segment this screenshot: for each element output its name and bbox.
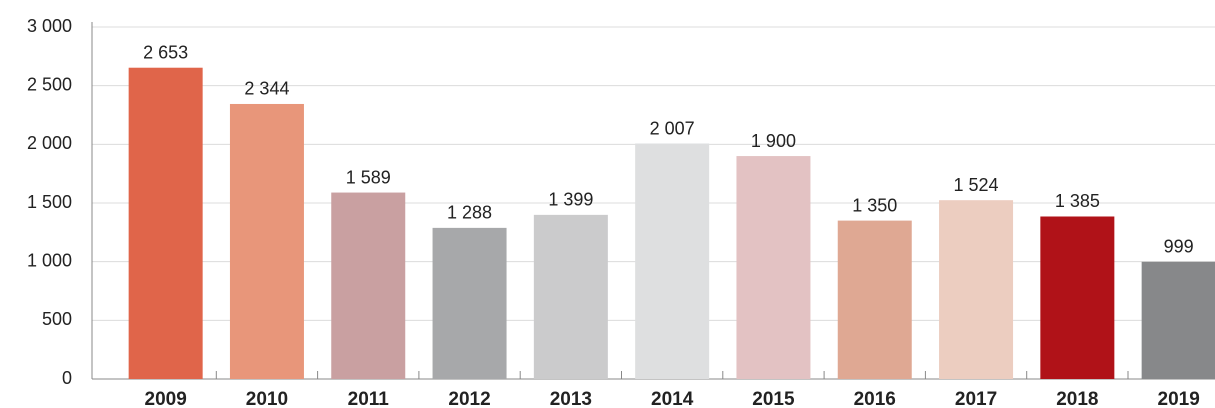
bar bbox=[331, 192, 406, 379]
x-tick-label: 2014 bbox=[651, 389, 694, 408]
bar bbox=[939, 200, 1014, 379]
value-label: 1 524 bbox=[954, 175, 999, 195]
y-tick-label: 0 bbox=[62, 368, 72, 388]
bar bbox=[1040, 216, 1115, 379]
x-tick-label: 2015 bbox=[752, 389, 795, 408]
bar bbox=[837, 220, 912, 379]
y-tick-label: 2 500 bbox=[27, 74, 72, 94]
x-tick-label: 2017 bbox=[955, 389, 997, 408]
y-tick-label: 2 000 bbox=[27, 133, 72, 153]
y-tick-label: 1 000 bbox=[27, 250, 72, 270]
bar bbox=[229, 103, 304, 379]
value-label: 999 bbox=[1164, 237, 1194, 257]
value-label: 1 350 bbox=[852, 195, 897, 215]
y-tick-label: 3 000 bbox=[27, 16, 72, 36]
x-tick-label: 2013 bbox=[550, 389, 592, 408]
bar bbox=[128, 67, 203, 380]
value-label: 1 288 bbox=[447, 203, 492, 223]
value-label: 1 399 bbox=[548, 190, 593, 210]
value-label: 1 900 bbox=[751, 131, 796, 151]
value-label: 2 344 bbox=[244, 79, 289, 99]
value-label: 1 385 bbox=[1055, 191, 1100, 211]
x-tick-label: 2019 bbox=[1158, 389, 1200, 408]
y-tick-label: 1 500 bbox=[27, 192, 72, 212]
value-label: 1 589 bbox=[346, 167, 391, 187]
x-tick-label: 2009 bbox=[145, 389, 187, 408]
y-tick-label: 500 bbox=[42, 309, 72, 329]
x-tick-label: 2016 bbox=[854, 389, 896, 408]
value-label: 2 007 bbox=[650, 118, 695, 138]
bar bbox=[736, 156, 811, 379]
bar bbox=[533, 214, 608, 379]
x-tick-label: 2010 bbox=[246, 389, 288, 408]
x-tick-label: 2018 bbox=[1056, 389, 1098, 408]
value-label: 2 653 bbox=[143, 42, 188, 62]
x-tick-label: 2012 bbox=[448, 389, 490, 408]
x-tick-label: 2011 bbox=[348, 389, 390, 408]
bar bbox=[1141, 261, 1215, 379]
bar bbox=[635, 143, 710, 379]
bar bbox=[432, 227, 507, 379]
